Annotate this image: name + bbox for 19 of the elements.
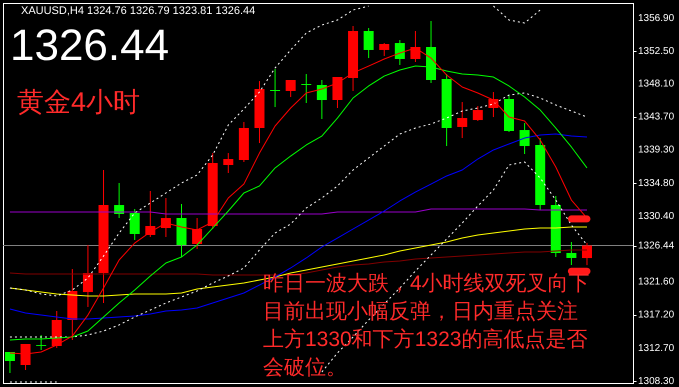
y-tick-label: 1356.90 [638, 13, 675, 24]
annotation: 昨日一波大跌，4小时线双死叉向下 [263, 272, 590, 295]
y-tick-label: 1326.44 [638, 240, 675, 252]
annotation: 1326.44 [10, 21, 170, 70]
y-tick-label: 1352.50 [638, 46, 675, 57]
annotation: 会破位。 [263, 356, 347, 379]
annotation: 上方1330和下方1323的高低点是否 [263, 328, 588, 351]
y-tick-label: 1308.30 [638, 376, 675, 387]
y-tick-label: 1343.70 [638, 112, 675, 123]
annotation: 目前出现小幅反弹，日内重点关注 [263, 300, 578, 323]
y-tick-label: 1348.10 [638, 78, 675, 90]
y-tick-label: 1321.60 [638, 276, 675, 288]
y-tick-label: 1330.40 [638, 210, 675, 222]
y-tick-label: 1334.80 [638, 178, 675, 190]
y-tick-label: 1312.70 [638, 343, 675, 354]
annotation: 黄金4小时 [17, 87, 140, 117]
y-tick-label: 1317.20 [638, 310, 675, 321]
y-tick-label: 1339.30 [638, 144, 675, 156]
chart-title: XAUUSD,H4 1324.76 1326.79 1323.81 1326.44 [21, 5, 256, 17]
